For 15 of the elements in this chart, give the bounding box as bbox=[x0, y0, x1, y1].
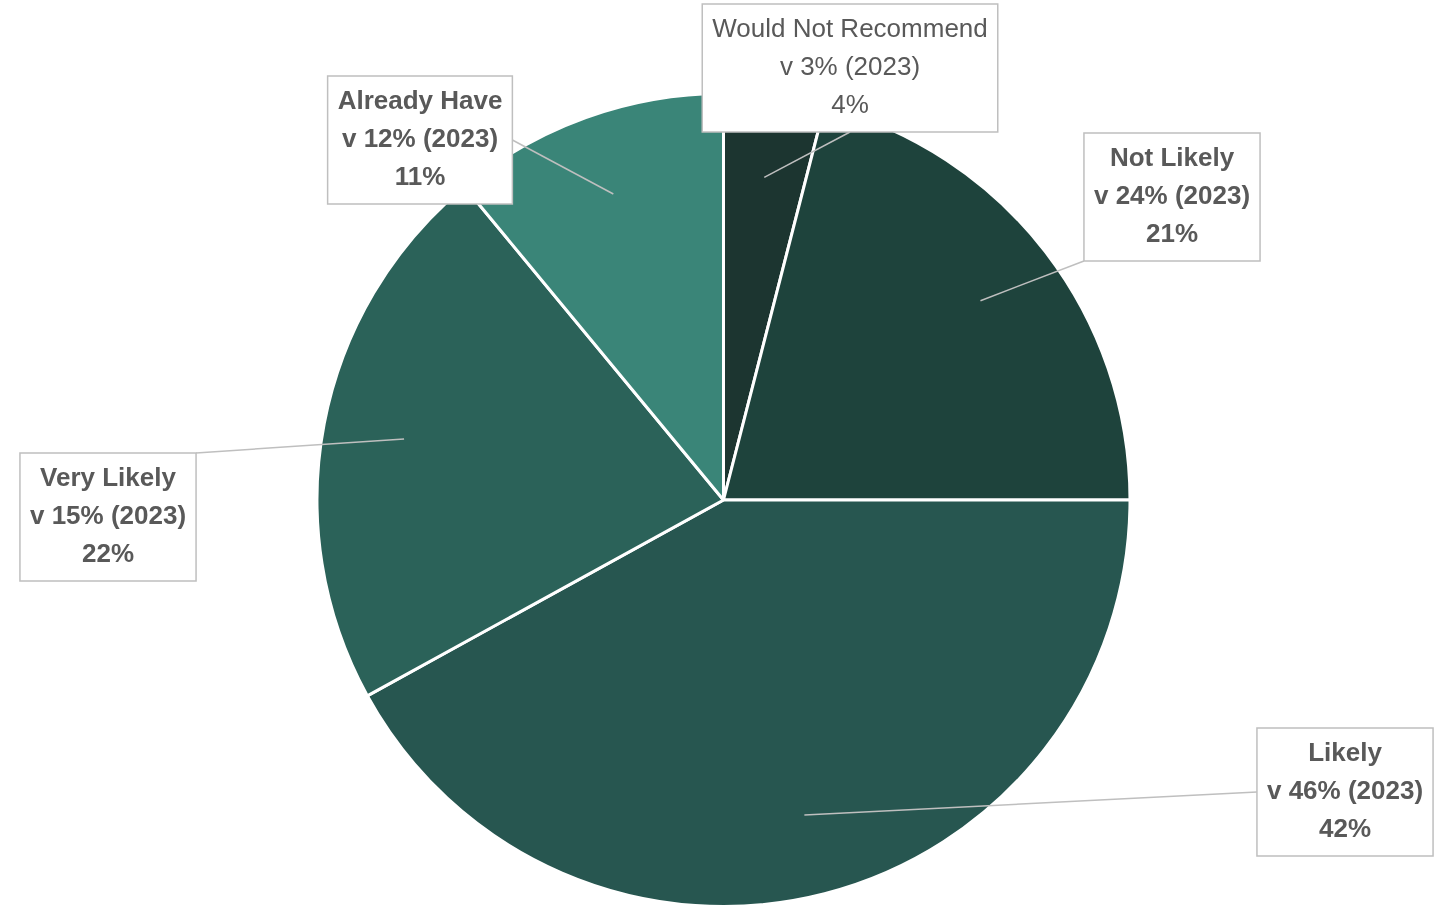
text: v 12% (2023) bbox=[341, 123, 499, 154]
text: v 24% (2023) bbox=[1093, 180, 1251, 211]
data-label: 42% bbox=[1318, 813, 1372, 844]
data-label: 11% bbox=[394, 161, 446, 192]
data-label: 22% bbox=[81, 538, 135, 569]
text: v 15% (2023) bbox=[29, 500, 187, 531]
slice-label: Would Not Recommend bbox=[712, 13, 988, 44]
slice-label: Likely bbox=[1308, 737, 1383, 768]
slice-label: Already Have bbox=[337, 85, 503, 116]
data-label: 21% bbox=[1145, 218, 1199, 249]
data-label: 4% bbox=[831, 89, 869, 120]
slice-label: Very Likely bbox=[40, 462, 177, 493]
text: v 3% (2023) bbox=[779, 51, 921, 82]
slice-label: Not Likely bbox=[1109, 142, 1235, 173]
text: v 46% (2023) bbox=[1266, 775, 1424, 806]
